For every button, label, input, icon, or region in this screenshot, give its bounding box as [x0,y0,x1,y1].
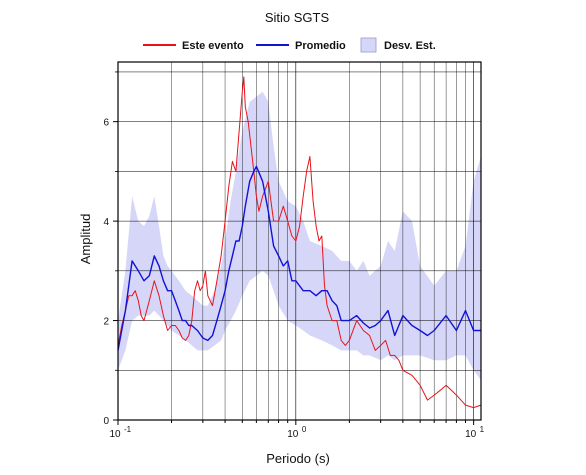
legend-label-desv-est: Desv. Est. [384,40,436,52]
x-tick-label: 10 [465,429,477,440]
legend-label-promedio: Promedio [295,40,346,52]
x-tick-exponent: 1 [480,425,485,434]
y-tick-label: 4 [103,217,109,228]
y-tick-label: 0 [103,416,109,427]
chart-title: Sitio SGTS [265,10,330,25]
legend: Este evento Promedio Desv. Est. [143,37,436,53]
plot-frame [117,61,482,421]
series-line-este-evento [117,76,482,409]
x-tick-exponent: 0 [302,425,307,434]
y-axis-label: Amplitud [78,214,93,265]
legend-label-este-evento: Este evento [182,40,244,52]
x-tick-label: 10 [109,429,121,440]
x-tick-label: 10 [287,429,299,440]
x-axis-label: Periodo (s) [266,451,330,466]
y-tick-label: 6 [103,118,109,129]
series-line-promedio [117,165,481,351]
y-tick-label: 2 [103,317,109,328]
x-tick-exponent: -1 [124,425,132,434]
legend-swatch-desv-est [360,37,377,53]
std-band [118,91,481,381]
